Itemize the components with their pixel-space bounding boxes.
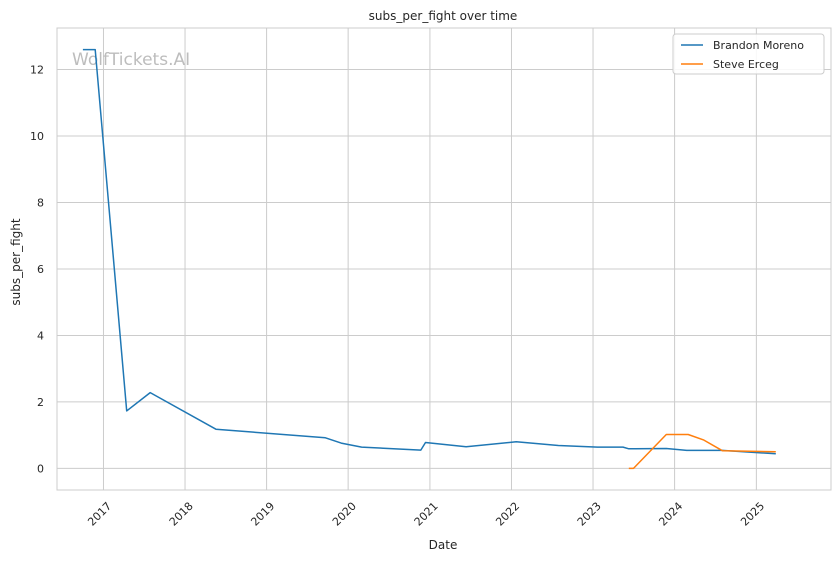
y-tick-label: 4 — [37, 329, 44, 342]
legend: Brandon Moreno Steve Erceg — [672, 33, 825, 75]
legend-label: Brandon Moreno — [713, 39, 804, 52]
plot-frame — [56, 27, 832, 491]
y-tick-label: 8 — [37, 196, 44, 209]
legend-label: Steve Erceg — [713, 58, 779, 71]
series-line — [628, 433, 776, 470]
series-lines — [82, 48, 776, 470]
series-line — [82, 48, 776, 455]
y-tick-label: 10 — [30, 130, 44, 143]
x-axis-label: Date — [429, 538, 458, 552]
legend-box — [672, 33, 825, 75]
y-axis-ticks: 0 2 4 6 8 10 12 — [30, 64, 44, 476]
watermark: WolfTickets.AI — [72, 50, 190, 70]
y-tick-label: 2 — [37, 396, 44, 409]
y-axis-label: subs_per_fight — [9, 218, 23, 305]
grid — [57, 28, 831, 490]
y-tick-label: 0 — [37, 462, 44, 475]
y-tick-label: 12 — [30, 64, 44, 77]
y-tick-label: 6 — [37, 263, 44, 276]
chart-title: subs_per_fight over time — [369, 9, 518, 23]
